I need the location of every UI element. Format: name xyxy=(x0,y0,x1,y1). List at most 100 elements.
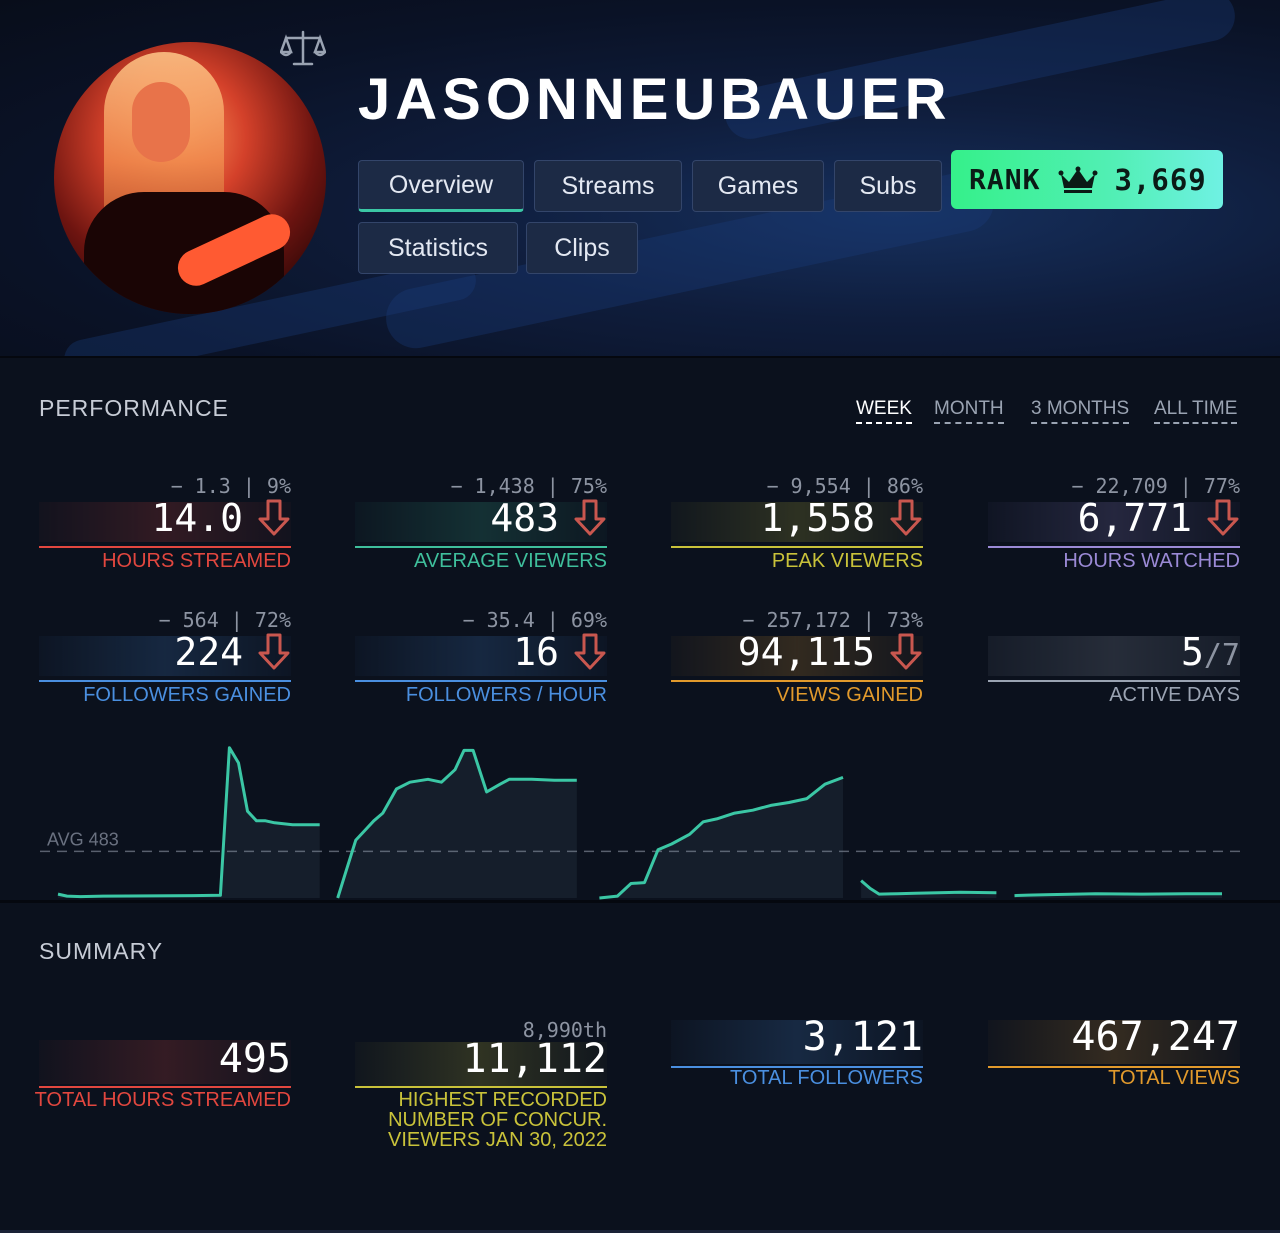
section-divider xyxy=(0,900,1280,903)
period-week[interactable]: WEEK xyxy=(856,398,912,424)
stat-label: FOLLOWERS GAINED xyxy=(83,684,291,706)
stat-band xyxy=(39,502,291,542)
stat-underline xyxy=(355,680,607,682)
arrow-down-icon xyxy=(574,633,606,670)
summary-total-hours-streamed: 495 TOTAL HOURS STREAMED xyxy=(35,1020,291,1120)
stat-band xyxy=(671,636,923,676)
stat-value: 483 xyxy=(490,496,607,540)
stat-label: PEAK VIEWERS xyxy=(771,550,923,572)
stat-value: 5/7 xyxy=(1181,630,1240,674)
tab-streams[interactable]: Streams xyxy=(534,160,682,212)
stat-band xyxy=(988,502,1240,542)
summary-rank: 8,990th xyxy=(522,1018,607,1042)
summary-label-line: HIGHEST RECORDED xyxy=(398,1089,607,1111)
summary-label: HIGHEST RECORDED NUMBER OF CONCUR. VIEWE… xyxy=(388,1090,607,1150)
arrow-down-icon xyxy=(258,499,290,536)
stat-band xyxy=(355,502,607,542)
stat-hours-watched: − 22,709 | 77% 6,771 HOURS WATCHED xyxy=(988,474,1240,574)
period-month[interactable]: MONTH xyxy=(934,398,1004,424)
chart-line-1 xyxy=(336,748,577,899)
chart-series xyxy=(57,746,1222,900)
chart-area-0 xyxy=(58,747,320,898)
stat-delta: − 22,709 | 77% xyxy=(1071,474,1240,498)
tab-label: Overview xyxy=(388,170,494,199)
summary-underline xyxy=(39,1086,291,1088)
arrow-down-icon xyxy=(258,633,290,670)
channel-avatar[interactable] xyxy=(54,42,326,314)
tab-overview[interactable]: Overview xyxy=(358,160,524,212)
stat-underline xyxy=(39,546,291,548)
crown-icon xyxy=(1058,166,1098,193)
chart-area-1 xyxy=(337,750,577,898)
period-all-time[interactable]: ALL TIME xyxy=(1154,398,1238,424)
stat-followers-hour: − 35.4 | 69% 16 FOLLOWERS / HOUR xyxy=(355,608,607,708)
stat-active-days: 5/7 ACTIVE DAYS xyxy=(988,608,1240,708)
summary-total-followers: 3,121 TOTAL FOLLOWERS xyxy=(671,1000,923,1100)
scale-icon[interactable] xyxy=(280,28,326,68)
viewers-chart: AVG 483 xyxy=(40,746,1240,900)
stat-delta: − 564 | 72% xyxy=(158,608,291,632)
summary-title: SUMMARY xyxy=(39,938,164,964)
stat-underline xyxy=(988,546,1240,548)
stat-band xyxy=(39,636,291,676)
stat-number: 16 xyxy=(513,630,559,674)
stat-label: ACTIVE DAYS xyxy=(1109,684,1240,706)
summary-band xyxy=(671,1020,923,1064)
tab-subs[interactable]: Subs xyxy=(834,160,942,212)
stat-underline xyxy=(671,546,923,548)
chart-line-4 xyxy=(1014,892,1222,898)
stat-hours-streamed: − 1.3 | 9% 14.0 HOURS STREAMED xyxy=(39,474,291,574)
tab-label: Streams xyxy=(561,171,655,200)
stat-underline xyxy=(988,680,1240,682)
arrow-down-icon xyxy=(574,499,606,536)
stat-underline xyxy=(355,546,607,548)
channel-name: JASONNEUBAUER xyxy=(358,67,952,132)
performance-title: PERFORMANCE xyxy=(39,395,229,421)
summary-underline xyxy=(355,1086,607,1088)
summary-total-views: 467,247 TOTAL VIEWS xyxy=(988,1000,1240,1100)
summary-value: 495 xyxy=(218,1036,291,1082)
stat-label: VIEWS GAINED xyxy=(776,684,923,706)
tab-statistics[interactable]: Statistics xyxy=(358,222,518,274)
tab-label: Clips xyxy=(554,233,610,262)
stat-label: HOURS STREAMED xyxy=(102,550,291,572)
stat-peak-viewers: − 9,554 | 86% 1,558 PEAK VIEWERS xyxy=(671,474,923,574)
stat-value: 1,558 xyxy=(761,496,923,540)
stat-delta: − 1,438 | 75% xyxy=(450,474,607,498)
chart-line-0 xyxy=(57,746,320,899)
arrow-down-icon xyxy=(890,499,922,536)
rank-badge[interactable]: RANK 3,669 xyxy=(951,150,1223,209)
stat-number: 6,771 xyxy=(1077,496,1192,540)
stat-band xyxy=(355,636,607,676)
stat-delta: − 35.4 | 69% xyxy=(462,608,608,632)
summary-band xyxy=(988,1020,1240,1064)
page-bottom-edge xyxy=(0,1230,1280,1233)
stat-number: 224 xyxy=(174,630,243,674)
stat-delta: − 257,172 | 73% xyxy=(742,608,923,632)
tab-clips[interactable]: Clips xyxy=(526,222,638,274)
stat-delta: − 1.3 | 9% xyxy=(170,474,291,498)
summary-value: 11,112 xyxy=(462,1036,608,1082)
tab-games[interactable]: Games xyxy=(692,160,824,212)
tab-label: Games xyxy=(717,171,799,200)
stat-views-gained: − 257,172 | 73% 94,115 VIEWS GAINED xyxy=(671,608,923,708)
chart-area-2 xyxy=(599,777,843,898)
rank-label: RANK xyxy=(969,163,1041,196)
stat-average-viewers: − 1,438 | 75% 483 AVERAGE VIEWERS xyxy=(355,474,607,574)
stat-band xyxy=(671,502,923,542)
summary-label-line: NUMBER OF CONCUR. xyxy=(388,1109,607,1131)
active-days-value: 5 xyxy=(1180,630,1204,674)
tab-label: Statistics xyxy=(387,233,489,262)
stat-value: 16 xyxy=(513,630,607,674)
summary-highest-viewers: 8,990th 11,112 HIGHEST RECORDED NUMBER O… xyxy=(355,1018,607,1158)
active-days-total: /7 xyxy=(1203,638,1240,673)
period-3-months[interactable]: 3 MONTHS xyxy=(1031,398,1130,424)
summary-label: TOTAL VIEWS xyxy=(1108,1067,1240,1089)
rank-value: 3,669 xyxy=(1114,162,1207,197)
summary-label: TOTAL HOURS STREAMED xyxy=(34,1089,291,1111)
stat-label: AVERAGE VIEWERS xyxy=(413,550,607,572)
summary-underline xyxy=(988,1066,1240,1068)
stat-number: 1,558 xyxy=(760,496,875,540)
chart-line-2 xyxy=(599,775,844,900)
stat-followers-gained: − 564 | 72% 224 FOLLOWERS GAINED xyxy=(39,608,291,708)
